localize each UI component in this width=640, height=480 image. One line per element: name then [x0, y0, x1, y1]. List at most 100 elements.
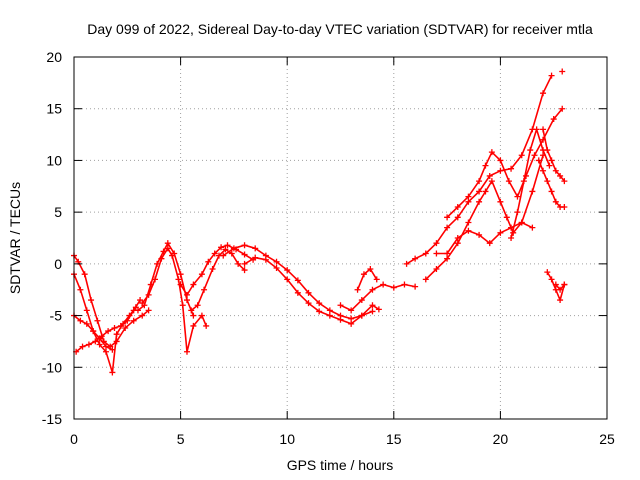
data-point: [540, 90, 547, 97]
data-point: [380, 281, 387, 288]
data-point: [486, 172, 493, 179]
data-point: [559, 68, 566, 75]
y-tick-label: 20: [46, 49, 62, 65]
data-point: [559, 105, 566, 112]
series-track-18: [540, 126, 568, 185]
x-tick-label: 20: [493, 431, 509, 447]
data-point: [145, 291, 152, 298]
data-point: [122, 324, 129, 331]
data-point: [209, 266, 216, 273]
axis-ticks: [73, 56, 608, 420]
data-point: [557, 172, 564, 179]
data-point: [241, 267, 248, 274]
data-point: [476, 231, 483, 238]
data-point: [401, 281, 408, 288]
data-point: [102, 348, 109, 355]
data-point: [375, 306, 382, 313]
y-tick-label: 10: [46, 152, 62, 168]
series-track-13: [403, 72, 555, 267]
series-line: [141, 247, 207, 353]
y-tick-label: -5: [50, 308, 63, 324]
data-point: [81, 271, 88, 278]
data-point: [465, 227, 472, 234]
data-point: [465, 193, 472, 200]
y-tick-labels: -15 -10 -5 0 5 10 15 20: [42, 49, 62, 427]
data-point: [535, 157, 542, 164]
data-point: [241, 242, 248, 249]
data-point: [548, 72, 555, 79]
data-point: [316, 300, 323, 307]
data-point: [109, 369, 116, 376]
data-point: [529, 224, 536, 231]
data-point: [83, 307, 90, 314]
data-point: [412, 283, 419, 290]
data-point: [454, 235, 461, 241]
series-track-15: [444, 105, 566, 221]
data-point: [273, 264, 280, 271]
data-point: [497, 157, 504, 164]
data-point: [548, 157, 555, 164]
series-track-17: [508, 126, 553, 241]
data-point: [139, 300, 146, 307]
data-point: [476, 178, 483, 185]
data-point: [188, 307, 195, 314]
data-point: [520, 178, 527, 185]
x-tick-label: 5: [177, 431, 185, 447]
x-tick-label: 0: [70, 431, 78, 447]
data-point: [294, 289, 301, 296]
series-track-16: [433, 219, 536, 257]
data-point: [183, 291, 190, 298]
chart-title: Day 099 of 2022, Sidereal Day-to-day VTE…: [87, 21, 593, 37]
series-line: [435, 221, 534, 255]
data-point: [454, 240, 461, 247]
data-point: [105, 328, 112, 335]
data-point: [92, 338, 99, 345]
data-point: [113, 338, 120, 345]
data-point: [190, 312, 197, 319]
data-point: [422, 276, 429, 283]
series-track-9: [220, 242, 376, 322]
data-point: [482, 188, 489, 195]
series-track-6: [139, 245, 210, 355]
data-point: [222, 246, 229, 253]
data-point: [531, 152, 538, 159]
data-point: [454, 214, 461, 221]
data-point: [508, 165, 515, 172]
x-tick-label: 10: [279, 431, 295, 447]
data-point: [85, 341, 92, 348]
data-point: [137, 297, 144, 304]
data-point: [454, 203, 461, 210]
data-point: [540, 167, 547, 174]
data-point: [358, 297, 365, 304]
data-point: [134, 307, 141, 314]
x-tick-labels: 0 5 10 15 20 25: [70, 431, 615, 447]
data-point: [390, 284, 397, 291]
data-point: [527, 147, 534, 154]
data-point: [77, 317, 84, 324]
y-tick-label: 0: [54, 256, 62, 272]
data-point: [544, 147, 551, 154]
data-point: [552, 167, 559, 174]
data-point: [508, 235, 515, 241]
y-tick-label: -10: [42, 359, 62, 375]
data-point: [230, 245, 237, 252]
series-isolated-point: [559, 68, 566, 75]
data-point: [130, 317, 137, 324]
series-track-8: [188, 246, 248, 314]
data-point: [201, 286, 208, 293]
data-point: [205, 258, 212, 265]
data-point: [337, 302, 344, 309]
data-point: [444, 224, 451, 231]
data-point: [369, 302, 376, 309]
data-point: [198, 312, 205, 319]
data-point: [96, 335, 103, 342]
data-point: [561, 178, 568, 185]
data-point: [348, 320, 355, 327]
data-point: [444, 255, 451, 262]
data-point: [433, 266, 440, 273]
data-point: [561, 203, 568, 210]
data-point: [486, 240, 493, 247]
series-track-4: [71, 312, 116, 353]
data-point: [326, 312, 333, 319]
data-point: [77, 286, 84, 293]
